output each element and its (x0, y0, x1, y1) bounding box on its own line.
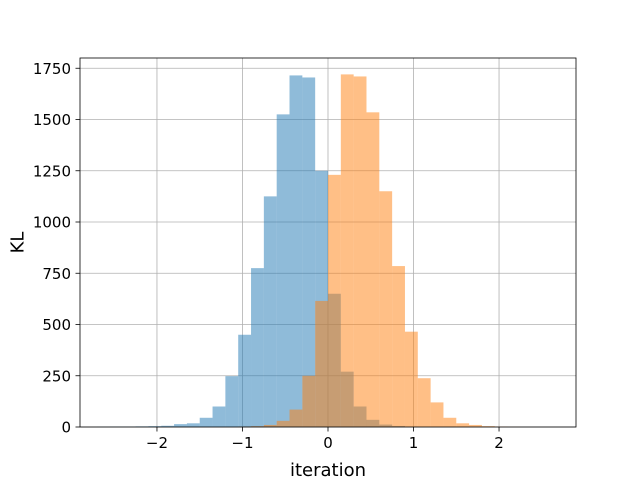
histogram-bar (481, 426, 495, 427)
histogram-bar (302, 375, 316, 427)
x-axis-label: iteration (290, 460, 366, 480)
y-tick-label: 1750 (33, 60, 71, 78)
x-tick-label: 2 (494, 434, 504, 452)
histogram-bar (379, 191, 393, 427)
y-tick-label: 1250 (33, 162, 71, 180)
x-tick-label: 0 (323, 434, 333, 452)
histogram-bar (328, 174, 341, 427)
histogram-bar (276, 114, 290, 427)
histogram-bar (340, 74, 354, 428)
y-tick-label: 1000 (33, 214, 71, 232)
histogram-bar (238, 334, 252, 427)
y-tick-label: 500 (42, 316, 71, 334)
bars-layer (97, 74, 521, 428)
histogram-bar (392, 266, 405, 427)
histogram-bar (430, 402, 444, 427)
plot-area: −2 −1 0 1 2 0 250 500 750 1000 1250 1500 1750 (33, 57, 577, 452)
histogram-series-2 (238, 74, 521, 428)
histogram-bar (225, 376, 239, 427)
x-tick-label: 1 (409, 434, 419, 452)
y-tick-label: 0 (61, 419, 71, 437)
y-axis-label: KL (7, 232, 28, 254)
y-tick-label: 250 (42, 367, 71, 385)
histogram-bar (276, 420, 290, 427)
histogram-bar (469, 424, 482, 427)
histogram-bar (199, 417, 213, 427)
y-tick-label: 750 (42, 265, 71, 283)
histogram-bar (263, 196, 277, 427)
histogram-bar (212, 406, 226, 427)
histogram-bar (251, 268, 264, 427)
histogram-bar (186, 423, 200, 427)
x-tick-label: −1 (231, 434, 253, 452)
histogram-bar (161, 425, 175, 427)
histogram-bar (148, 426, 162, 427)
histogram-bar (353, 76, 367, 427)
histogram-bar (456, 423, 470, 427)
histogram-bar (417, 378, 431, 427)
histogram-bar (263, 424, 277, 427)
histogram-bar (366, 112, 380, 427)
histogram-bar (289, 409, 303, 427)
histogram-bar (404, 331, 418, 427)
histogram-bar (251, 426, 264, 427)
histogram-bar (443, 417, 457, 427)
histogram-bar (302, 77, 316, 427)
histogram-bar (174, 424, 187, 427)
y-tick-label: 1500 (33, 111, 71, 129)
x-tick-label: −2 (146, 434, 168, 452)
histogram-bar (315, 300, 328, 427)
histogram-bar (289, 75, 303, 428)
ticks-layer: −2 −1 0 1 2 0 250 500 750 1000 1250 1500 1750 (33, 60, 504, 452)
